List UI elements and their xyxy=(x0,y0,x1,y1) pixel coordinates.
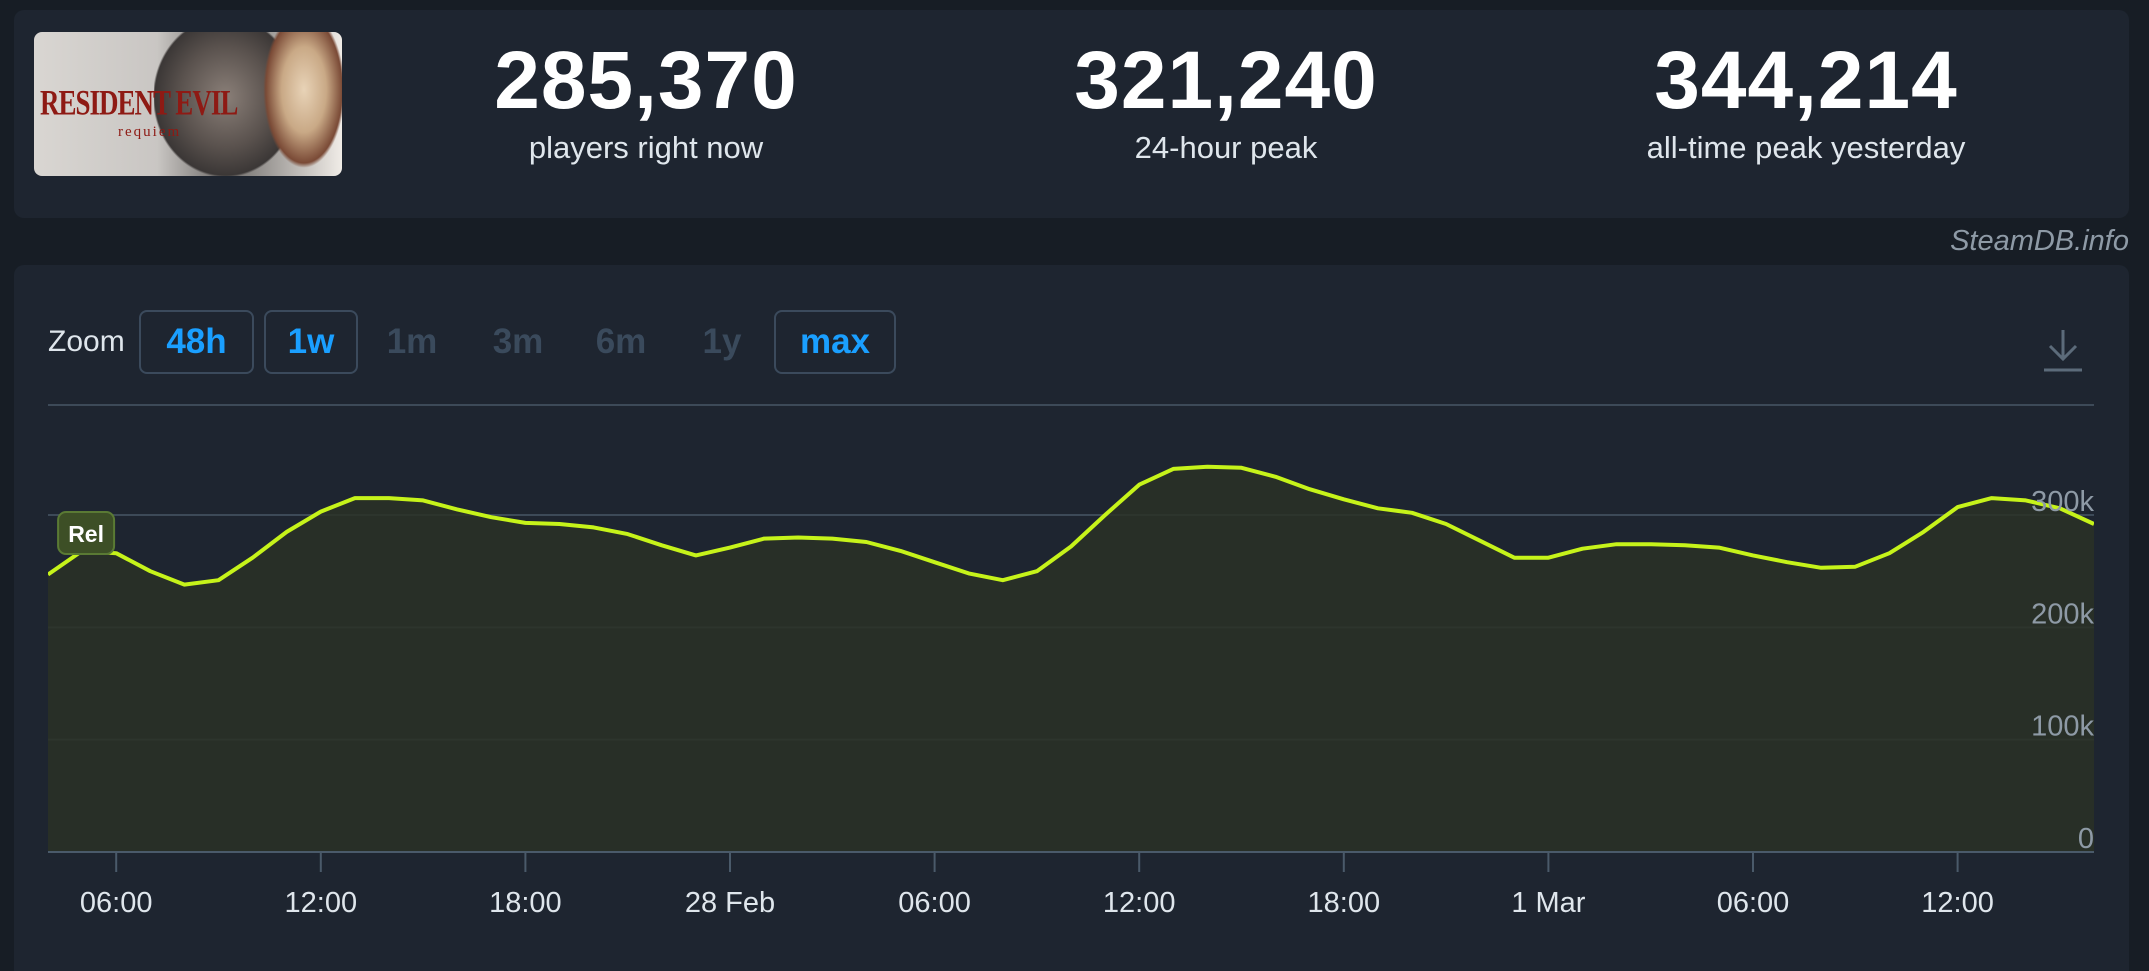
stat-label: all-time peak yesterday xyxy=(1646,130,1966,165)
x-tick-label: 12:00 xyxy=(285,887,358,919)
x-tick-label: 18:00 xyxy=(489,887,562,919)
zoom-label: Zoom xyxy=(48,325,125,358)
game-thumbnail[interactable]: RESIDENT EVIL requiem xyxy=(34,32,342,176)
steamdb-watermark[interactable]: SteamDB.info xyxy=(1950,225,2129,257)
y-tick-label: 200k xyxy=(2031,598,2094,630)
stat-all-time-peak: 344,214 all-time peak yesterday xyxy=(1546,40,2066,166)
stat-label: 24-hour peak xyxy=(1134,130,1318,165)
thumb-logo-title: RESIDENT EVIL xyxy=(40,82,238,123)
y-tick-label: 0 xyxy=(2078,823,2094,855)
zoom-6m-button[interactable]: 6m xyxy=(595,322,647,361)
release-marker-box[interactable] xyxy=(57,511,116,555)
zoom-48h-button[interactable]: 48h xyxy=(139,310,254,374)
zoom-max-button[interactable]: max xyxy=(774,310,896,374)
y-tick-label: 300k xyxy=(2031,486,2094,518)
x-tick-label: 06:00 xyxy=(80,887,153,919)
x-tick-label: 28 Feb xyxy=(685,887,775,919)
thumb-logo-subtitle: requiem xyxy=(118,124,182,140)
stat-24h-peak: 321,240 24-hour peak xyxy=(966,40,1486,166)
zoom-1m-button[interactable]: 1m xyxy=(386,322,438,361)
download-icon[interactable] xyxy=(2040,326,2086,374)
y-tick-label: 100k xyxy=(2031,711,2094,743)
x-tick-label: 1 Mar xyxy=(1511,887,1585,919)
stat-label: players right now xyxy=(528,130,764,165)
x-tick-label: 12:00 xyxy=(1103,887,1176,919)
series-line-players[interactable] xyxy=(48,464,2094,587)
zoom-1y-button[interactable]: 1y xyxy=(702,322,742,361)
zoom-3m-button[interactable]: 3m xyxy=(492,322,544,361)
thumb-character-right xyxy=(259,32,342,176)
series-area-fill xyxy=(48,466,2094,852)
x-tick-label: 12:00 xyxy=(1921,887,1994,919)
release-marker-label: Rel xyxy=(68,521,104,547)
release-marker[interactable]: Rel xyxy=(57,511,116,555)
x-tick-label: 18:00 xyxy=(1308,887,1381,919)
stat-value: 285,370 xyxy=(494,35,798,126)
zoom-1w-button[interactable]: 1w xyxy=(264,310,358,374)
x-tick-label: 06:00 xyxy=(1717,887,1790,919)
stats-card xyxy=(14,10,2129,218)
y-axis-ticks: 0 100k 200k 300k xyxy=(2031,486,2094,855)
x-tick-label: 06:00 xyxy=(898,887,971,919)
stat-value: 321,240 xyxy=(1074,35,1378,126)
stat-value: 344,214 xyxy=(1654,35,1958,126)
x-axis: 06:00 12:00 18:00 28 Feb 06:00 12:00 18:00 1 Ma… xyxy=(48,851,2094,919)
stat-current-players: 285,370 players right now xyxy=(386,40,906,166)
